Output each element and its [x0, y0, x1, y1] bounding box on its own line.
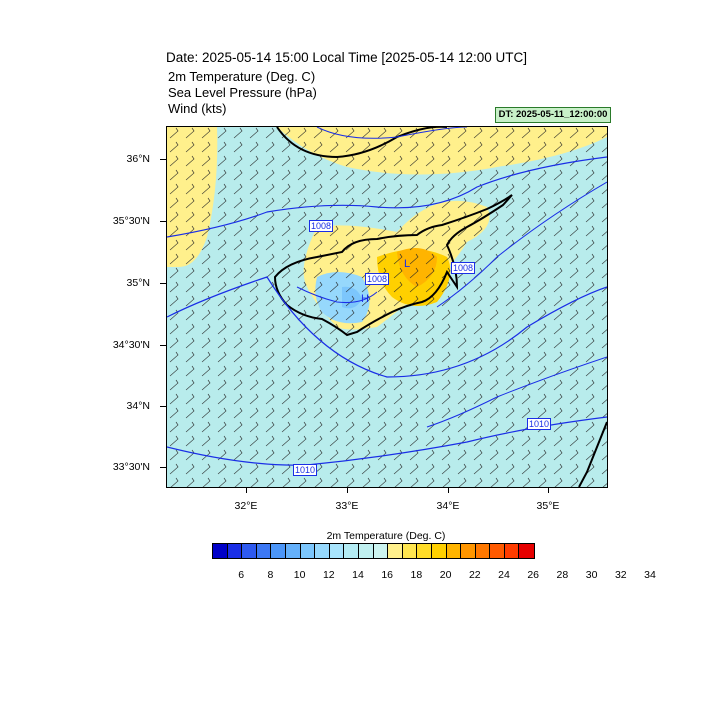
colorbar-label: 22: [468, 569, 481, 581]
colorbar-label: 14: [352, 569, 364, 581]
colorbar-swatch: [300, 544, 316, 558]
colorbar-title: 2m Temperature (Deg. C): [326, 530, 446, 542]
colorbar-swatch: [475, 544, 491, 558]
lon-label-34e: 34°E: [436, 500, 460, 512]
subtitle-wind: Wind (kts): [168, 101, 227, 116]
lon-tick: [347, 487, 348, 493]
lon-label-35e: 35°E: [536, 500, 560, 512]
isobar-label-2: 1008: [365, 273, 390, 285]
lat-tick: [160, 159, 166, 160]
lon-label-32e: 32°E: [234, 500, 258, 512]
colorbar-swatch: [446, 544, 462, 558]
colorbar-swatch: [242, 544, 257, 558]
isobar-label-3: 1008: [451, 262, 476, 274]
colorbar-label: 30: [585, 569, 598, 581]
isobar-label-4: 1010: [527, 418, 552, 430]
dt-badge: DT: 2025-05-11_12:00:00: [495, 107, 611, 123]
lon-label-33e: 33°E: [335, 500, 359, 512]
colorbar-swatch: [519, 544, 535, 558]
colorbar-swatch: [431, 544, 447, 558]
colorbar-label: 28: [556, 569, 569, 581]
colorbar: [212, 543, 536, 559]
isobar-label-5: 1010: [293, 464, 318, 476]
lat-label-35-30n: 35°30'N: [112, 215, 150, 227]
colorbar-label: 32: [614, 569, 627, 581]
colorbar-swatch: [213, 544, 228, 558]
colorbar-swatch: [329, 544, 345, 558]
isobar-label-1: 1008: [309, 220, 334, 232]
lat-tick: [160, 345, 166, 346]
colorbar-swatch: [256, 544, 272, 558]
colorbar-label: 6: [238, 569, 245, 581]
colorbar-label: 20: [439, 569, 452, 581]
colorbar-label: 26: [527, 569, 540, 581]
colorbar-swatch: [271, 544, 286, 558]
lat-label-35n: 35°N: [126, 277, 150, 289]
colorbar-label: 16: [381, 569, 394, 581]
colorbar-label: 12: [322, 569, 335, 581]
colorbar-swatch: [402, 544, 418, 558]
colorbar-label: 18: [410, 569, 423, 581]
lat-tick: [160, 221, 166, 222]
subtitle-temperature: 2m Temperature (Deg. C): [168, 69, 316, 84]
colorbar-label: 24: [498, 569, 510, 581]
title: Date: 2025-05-14 15:00 Local Time [2025-…: [166, 50, 527, 65]
colorbar-swatch: [358, 544, 374, 558]
lat-tick: [160, 283, 166, 284]
colorbar-swatch: [504, 544, 520, 558]
lat-label-34-30n: 34°30'N: [112, 339, 150, 351]
subtitle-pressure: Sea Level Pressure (hPa): [168, 85, 317, 100]
colorbar-swatch: [417, 544, 432, 558]
colorbar-swatch: [373, 544, 389, 558]
weather-map: 1008 1008 1008 1010 1010 L H: [166, 126, 608, 488]
lat-tick: [160, 467, 166, 468]
high-pressure-marker: H: [361, 293, 369, 305]
lat-label-34n: 34°N: [126, 400, 150, 412]
colorbar-label: 10: [293, 569, 306, 581]
colorbar-swatch: [490, 544, 505, 558]
colorbar-swatch: [388, 544, 403, 558]
lon-tick: [448, 487, 449, 493]
colorbar-swatch: [315, 544, 330, 558]
colorbar-swatch: [227, 544, 243, 558]
lon-tick: [548, 487, 549, 493]
map-field: [167, 127, 607, 487]
lat-label-36n: 36°N: [126, 153, 150, 165]
colorbar-swatch: [461, 544, 476, 558]
lon-tick: [246, 487, 247, 493]
colorbar-swatch: [285, 544, 301, 558]
colorbar-label: 8: [267, 569, 274, 581]
colorbar-label: 34: [644, 569, 656, 581]
lat-label-33-30n: 33°30'N: [112, 461, 150, 473]
low-pressure-marker: L: [404, 258, 411, 270]
lat-tick: [160, 406, 166, 407]
colorbar-swatch: [344, 544, 359, 558]
